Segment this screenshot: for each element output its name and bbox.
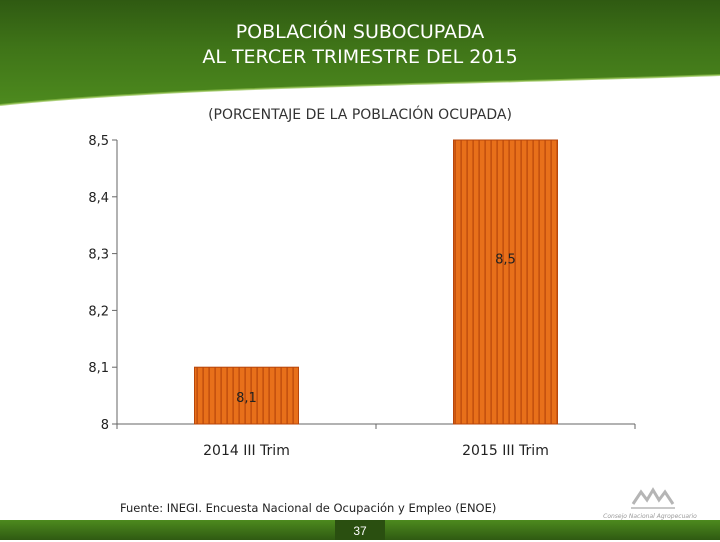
cna-logo: Consejo Nacional Agropecuario [603,487,697,520]
bar [194,366,299,425]
y-tick-label: 8,4 [88,191,109,206]
y-tick-label: 8,2 [88,304,109,319]
source-note: Fuente: INEGI. Encuesta Nacional de Ocup… [120,501,497,515]
page-number: 37 [335,520,385,540]
x-category-label: 2015 III Trim [462,443,549,459]
x-category-label: 2014 III Trim [203,443,290,459]
y-tick-label: 8,1 [88,361,109,376]
data-label: 8,1 [236,391,257,406]
y-tick-label: 8 [101,418,109,433]
page-title: POBLACIÓN SUBOCUPADA AL TERCER TRIMESTRE… [0,20,720,70]
title-line-2: AL TERCER TRIMESTRE DEL 2015 [202,46,518,68]
logo-text: Consejo Nacional Agropecuario [603,513,697,520]
y-tick-label: 8,5 [88,134,109,149]
title-line-1: POBLACIÓN SUBOCUPADA [235,21,485,43]
y-tick-label: 8,3 [88,248,109,263]
chart-subtitle: (PORCENTAJE DE LA POBLACIÓN OCUPADA) [208,107,512,123]
bar [453,139,558,425]
bar-chart: 8 8,1 8,2 8,3 8,4 8,5 8,1 2014 III Trim 8,5 2015 … [88,134,636,459]
data-label: 8,5 [495,253,516,268]
header-swoosh [0,74,720,130]
